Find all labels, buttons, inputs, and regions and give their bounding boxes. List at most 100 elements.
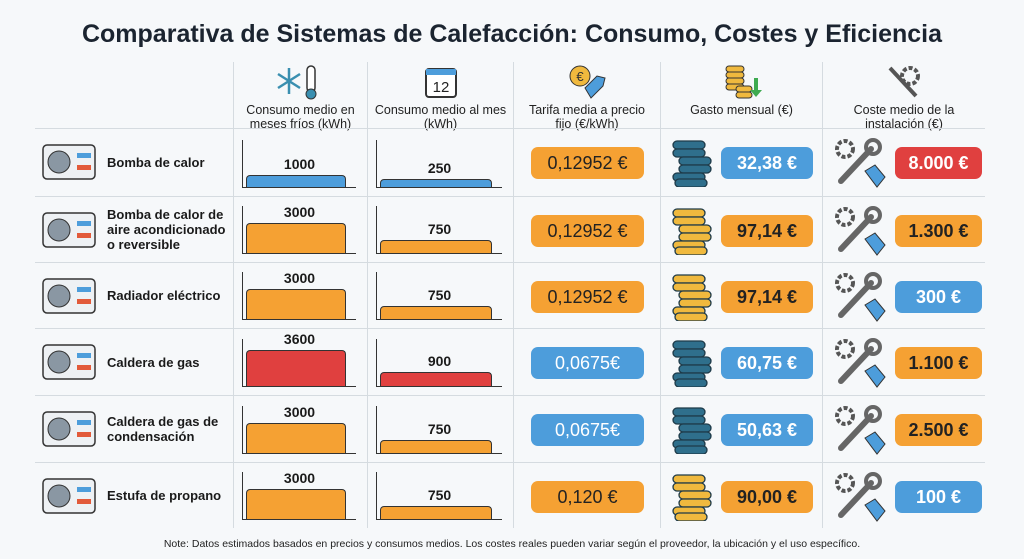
bar-cold — [246, 175, 346, 187]
column-header: 12 Consumo medio al mes (kWh) — [367, 62, 513, 131]
blue-coins-icon — [671, 406, 713, 459]
calendar-icon: 12 — [368, 64, 513, 100]
consumption-cell: 3000 — [233, 396, 367, 462]
install-cost-badge: 300 € — [895, 281, 982, 313]
bar-cold — [246, 222, 346, 253]
gas-boiler-icon — [41, 341, 99, 390]
spend-cell: 97,14 € — [660, 263, 822, 328]
bar-monthly — [380, 506, 492, 519]
tools-tag-icon — [831, 135, 889, 196]
bar-value-label: 750 — [427, 287, 452, 304]
install-cell: 1.100 € — [822, 329, 985, 395]
propane-heater-icon — [41, 475, 99, 524]
system-name: Caldera de gas de condensación — [107, 414, 219, 444]
consumption-cell: 750 — [367, 263, 513, 328]
bar-axis: 750 — [376, 472, 502, 520]
bar-value-label: 3000 — [283, 269, 316, 286]
install-cost-badge: 1.100 € — [895, 347, 982, 379]
monthly-spend-badge: 32,38 € — [721, 147, 813, 179]
bar-value-label: 900 — [427, 353, 452, 369]
column-header-label: Consumo medio en meses fríos (kWh) — [246, 103, 355, 131]
tariff-cell: 0,12952 € — [513, 197, 660, 262]
tariff-cell: 0,0675€ — [513, 396, 660, 462]
bar-axis: 3000 — [242, 269, 356, 320]
bar-cold — [246, 488, 346, 519]
bar-monthly — [380, 306, 492, 319]
install-cell: 300 € — [822, 263, 985, 328]
blue-coins-icon — [671, 339, 713, 392]
tools-tag-icon — [831, 469, 889, 530]
spend-cell: 97,14 € — [660, 197, 822, 262]
air-conditioner-icon — [41, 209, 99, 258]
column-header-label: Tarifa media a precio fijo (€/kWh) — [528, 103, 646, 131]
install-cell: 100 € — [822, 463, 985, 528]
column-header: Consumo medio en meses fríos (kWh) — [233, 62, 367, 131]
consumption-cell: 3600 — [233, 329, 367, 395]
tariff-badge: 0,12952 € — [531, 147, 644, 179]
radiator-icon — [41, 275, 99, 324]
column-header: Coste medio de la instalación (€) — [822, 62, 985, 131]
bar-monthly — [380, 440, 492, 453]
bar-axis: 3600 — [242, 331, 356, 387]
bar-axis: 3000 — [242, 469, 356, 520]
consumption-cell: 750 — [367, 197, 513, 262]
snowflake-thermometer-icon — [234, 64, 367, 100]
bar-monthly — [380, 179, 492, 187]
column-header-label: Coste medio de la instalación (€) — [853, 103, 955, 131]
gold-coins-icon — [671, 273, 713, 326]
bar-cold — [246, 422, 346, 453]
monthly-spend-badge: 90,00 € — [721, 481, 813, 513]
tools-icon — [823, 64, 985, 100]
bar-axis: 3000 — [242, 403, 356, 454]
consumption-cell: 750 — [367, 396, 513, 462]
tariff-badge: 0,120 € — [531, 481, 644, 513]
bar-value-label: 1000 — [283, 156, 316, 172]
bar-axis: 750 — [376, 406, 502, 454]
bar-value-label: 750 — [427, 421, 452, 438]
system-name: Bomba de calor de aire acondicionado o r… — [107, 207, 226, 252]
install-cost-badge: 1.300 € — [895, 215, 982, 247]
table-row: Caldera de gas de condensación 3000 750 0,0… — [35, 395, 985, 462]
tariff-badge: 0,0675€ — [531, 414, 644, 446]
install-cell: 8.000 € — [822, 129, 985, 196]
tariff-badge: 0,12952 € — [531, 281, 644, 313]
bar-cold — [246, 288, 346, 319]
system-name: Caldera de gas — [107, 354, 200, 370]
bar-axis: 750 — [376, 206, 502, 254]
monthly-spend-badge: 60,75 € — [721, 347, 813, 379]
table-row: Bomba de calor 1000 250 0,12952 € 32,38 € 8.0… — [35, 128, 985, 196]
bar-axis: 3000 — [242, 203, 356, 254]
consumption-cell: 750 — [367, 463, 513, 528]
install-cost-badge: 2.500 € — [895, 414, 982, 446]
bar-axis: 900 — [376, 339, 502, 387]
monthly-spend-badge: 50,63 € — [721, 414, 813, 446]
bar-monthly — [380, 372, 492, 386]
page-title: Comparativa de Sistemas de Calefacción: … — [81, 20, 942, 48]
bar-value-label: 3000 — [283, 203, 316, 220]
column-header-label: Consumo medio al mes (kWh) — [374, 103, 507, 131]
install-cost-badge: 100 € — [895, 481, 982, 513]
spend-cell: 32,38 € — [660, 129, 822, 196]
consumption-cell: 3000 — [233, 463, 367, 528]
svg-text:€: € — [576, 69, 584, 84]
bar-value-label: 3000 — [283, 469, 316, 486]
install-cell: 1.300 € — [822, 197, 985, 262]
bar-value-label: 750 — [427, 221, 452, 238]
column-header-label: Gasto mensual (€) — [690, 103, 793, 117]
spend-cell: 90,00 € — [660, 463, 822, 528]
install-cell: 2.500 € — [822, 396, 985, 462]
system-name: Radiador eléctrico — [107, 288, 221, 303]
bar-value-label: 750 — [427, 487, 452, 504]
spend-cell: 60,75 € — [660, 329, 822, 395]
bar-axis: 750 — [376, 272, 502, 320]
tools-tag-icon — [831, 402, 889, 463]
spend-cell: 50,63 € — [660, 396, 822, 462]
column-header: Gasto mensual (€) — [660, 62, 822, 128]
system-name: Estufa de propano — [107, 488, 222, 503]
table-row: Estufa de propano 3000 750 0,120 € 90,00 € 10… — [35, 462, 985, 528]
footnote: Note: Datos estimados basados en precios… — [163, 538, 861, 550]
bar-value-label: 3000 — [283, 403, 316, 420]
tariff-cell: 0,12952 € — [513, 129, 660, 196]
comparison-table: Consumo medio en meses fríos (kWh) 12 Cons… — [35, 62, 985, 528]
tools-tag-icon — [831, 335, 889, 396]
